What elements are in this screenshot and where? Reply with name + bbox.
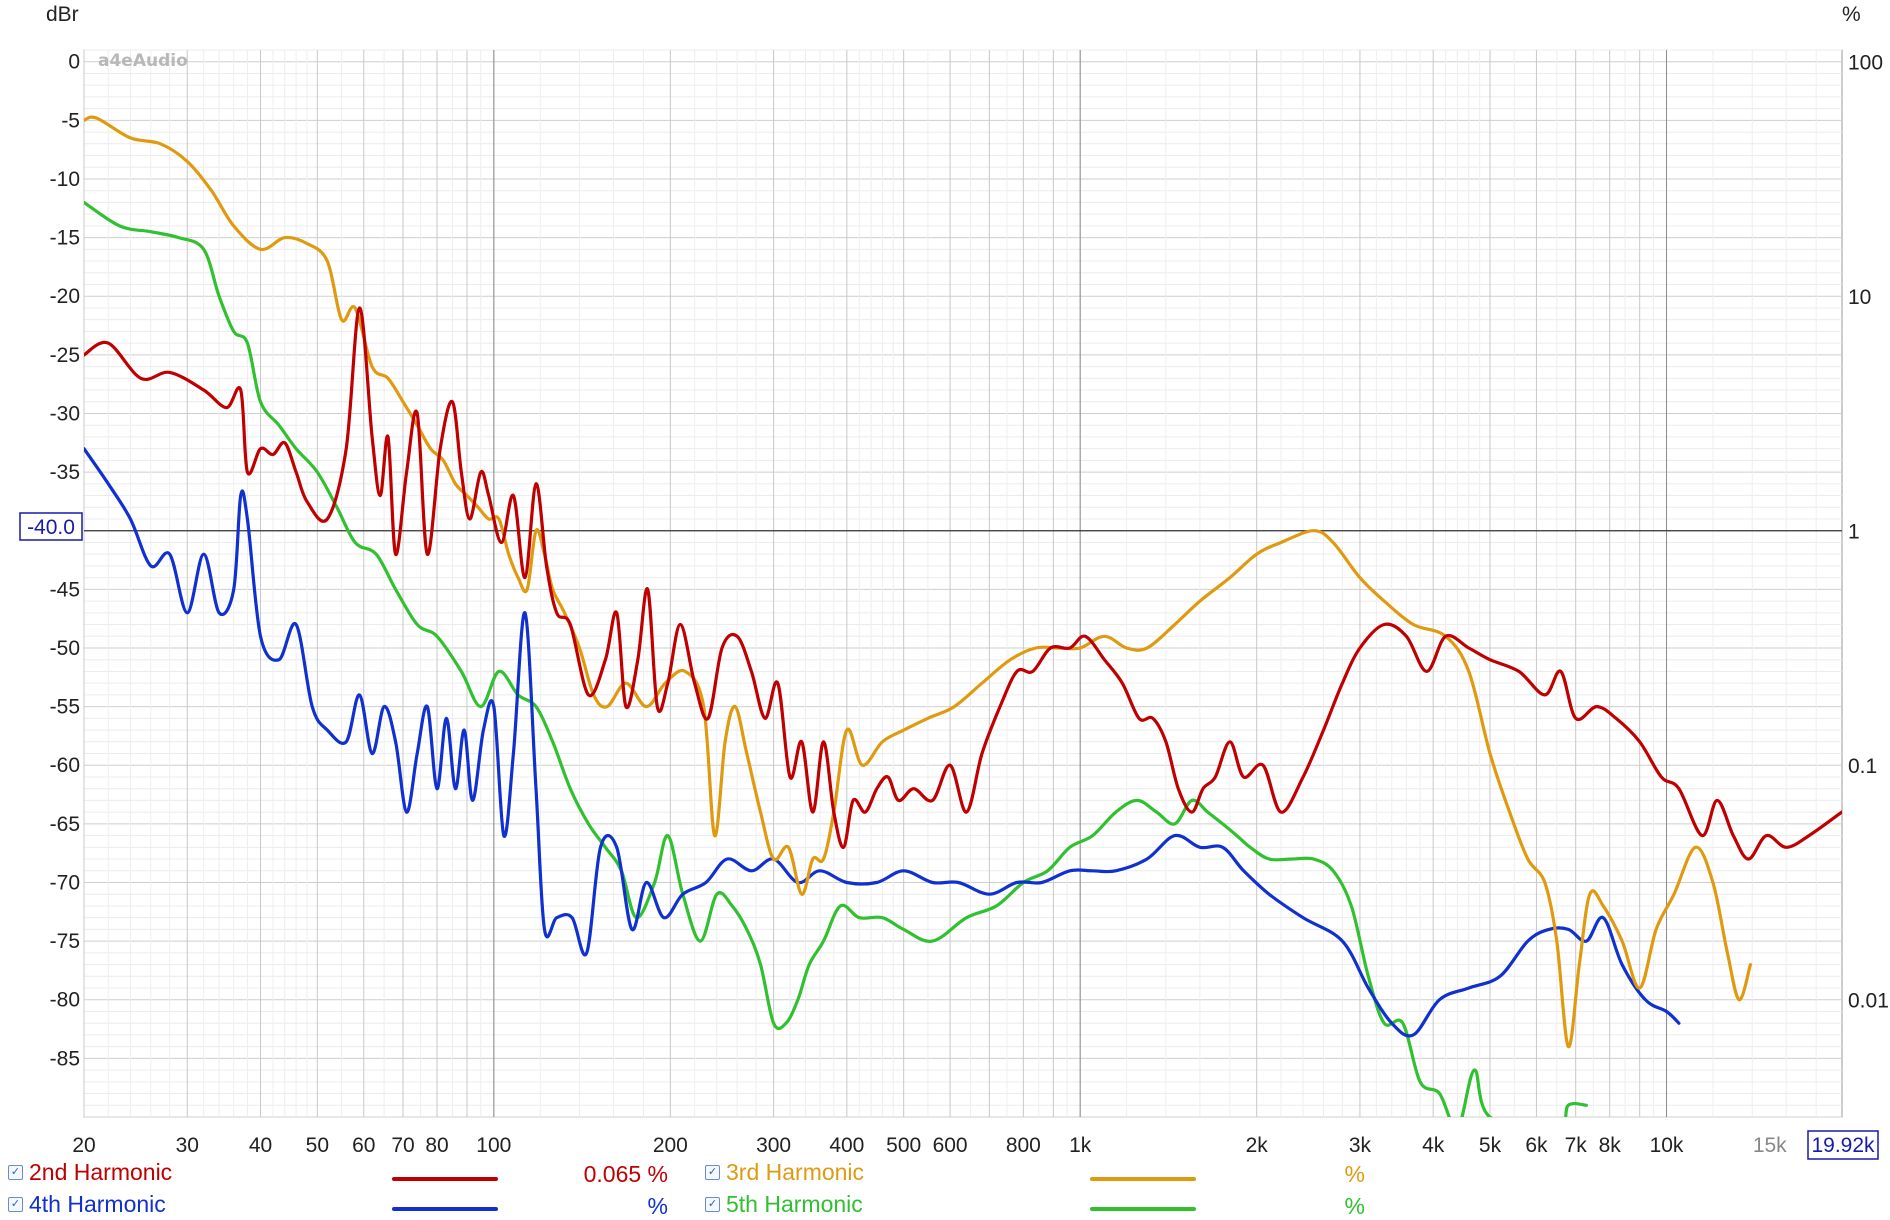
y-tick-label: -45 — [50, 578, 80, 601]
x-tick-label: 1k — [1069, 1134, 1092, 1157]
y-tick-label: -80 — [50, 989, 80, 1012]
legend-value-3rd-harmonic: % — [1344, 1161, 1365, 1187]
legend-value-5th-harmonic: % — [1344, 1193, 1365, 1219]
y2-tick-label: 10 — [1848, 286, 1871, 309]
x-tick-label: 200 — [653, 1134, 688, 1157]
svg-text:19.92k: 19.92k — [1811, 1134, 1875, 1157]
y-tick-label: -55 — [50, 696, 80, 719]
x-tick-label: 5k — [1479, 1134, 1502, 1157]
legend: ✓ 2nd Harmonic 0.065 % ✓ 3rd Harmonic % … — [0, 1155, 1890, 1219]
legend-label: 2nd Harmonic — [29, 1158, 173, 1185]
y-tick-label: -20 — [50, 285, 80, 308]
legend-item-5th-harmonic[interactable]: ✓ 5th Harmonic — [705, 1189, 863, 1219]
checkbox-checked-icon[interactable]: ✓ — [8, 1196, 23, 1212]
x-tick-label: 10k — [1650, 1134, 1684, 1157]
checkbox-checked-icon[interactable]: ✓ — [8, 1164, 23, 1180]
left-axis-title: dBr — [46, 3, 79, 26]
y-tick-label: -10 — [50, 168, 80, 191]
legend-value-4th-harmonic: % — [647, 1193, 668, 1219]
y2-tick-label: 0.1 — [1848, 755, 1877, 778]
series-line-3rd-harmonic — [84, 115, 1752, 1049]
legend-item-2nd-harmonic[interactable]: ✓ 2nd Harmonic — [8, 1157, 172, 1187]
legend-line-5th-harmonic — [1090, 1207, 1196, 1211]
y-tick-label: -15 — [50, 227, 80, 250]
plot-frame — [83, 49, 1843, 1118]
x-tick-label: 800 — [1006, 1134, 1041, 1157]
y-tick-label: -60 — [50, 754, 80, 777]
x-tick-label: 4k — [1422, 1134, 1445, 1157]
x-cursor-readout[interactable]: 19.92k — [1807, 1130, 1879, 1160]
plot-grid — [83, 49, 1843, 1118]
y2-tick-label: 0.01 — [1848, 990, 1889, 1013]
svg-text:-40.0: -40.0 — [27, 516, 75, 539]
legend-line-2nd-harmonic — [392, 1177, 498, 1181]
y-tick-label: -5 — [61, 109, 80, 132]
x-tick-label: 7k — [1565, 1134, 1588, 1157]
x-tick-label: 300 — [756, 1134, 791, 1157]
legend-item-3rd-harmonic[interactable]: ✓ 3rd Harmonic — [705, 1157, 864, 1187]
legend-label: 4th Harmonic — [29, 1190, 166, 1217]
x-tick-label: 600 — [933, 1134, 968, 1157]
series-line-4th-harmonic — [84, 447, 1681, 1038]
legend-value-2nd-harmonic: 0.065 % — [583, 1161, 668, 1187]
x-tick-label: 6k — [1525, 1134, 1548, 1157]
x-tick-label: 500 — [886, 1134, 921, 1157]
y-tick-label: -85 — [50, 1047, 80, 1070]
series-line-2nd-harmonic — [84, 306, 1842, 861]
legend-label: 3rd Harmonic — [726, 1158, 865, 1185]
y-tick-label: -25 — [50, 344, 80, 367]
axis-ticks: 0 -5 -10 -15 -20 -25 -30 -35 -45 -50 -55 -60 -65 -70 -… — [50, 51, 1889, 1157]
legend-line-3rd-harmonic — [1090, 1177, 1196, 1181]
x-tick-label: 8k — [1599, 1134, 1622, 1157]
y-tick-label: -65 — [50, 813, 80, 836]
x-tick-label: 400 — [829, 1134, 864, 1157]
y2-tick-label: 100 — [1848, 52, 1883, 75]
x-tick-label: 2k — [1246, 1134, 1269, 1157]
series-line-5th-harmonic — [84, 200, 1588, 1117]
x-tick-label: 30 — [176, 1134, 199, 1157]
right-axis-title: % — [1842, 3, 1861, 26]
y-tick-label: -30 — [50, 402, 80, 425]
legend-item-4th-harmonic[interactable]: ✓ 4th Harmonic — [8, 1189, 166, 1219]
watermark-logo: a4eAudio — [98, 51, 188, 71]
y-tick-label: -50 — [50, 637, 80, 660]
y2-tick-label: 1 — [1848, 521, 1860, 544]
x-tick-label: 100 — [476, 1134, 511, 1157]
y-tick-label: -35 — [50, 461, 80, 484]
x-tick-label: 20 — [72, 1134, 95, 1157]
checkbox-checked-icon[interactable]: ✓ — [705, 1164, 720, 1180]
y-tick-label: -70 — [50, 871, 80, 894]
x-tick-label: 50 — [306, 1134, 329, 1157]
x-tick-label: 80 — [425, 1134, 448, 1157]
x-tick-label: 60 — [352, 1134, 375, 1157]
x-tick-label: 15k — [1753, 1134, 1787, 1157]
y-tick-label: 0 — [68, 51, 80, 74]
x-tick-label: 3k — [1349, 1134, 1372, 1157]
legend-label: 5th Harmonic — [726, 1190, 863, 1217]
plot-series-layer — [84, 115, 1842, 1117]
y-cursor-readout[interactable]: -40.0 — [19, 512, 83, 541]
checkbox-checked-icon[interactable]: ✓ — [705, 1196, 720, 1212]
x-tick-label: 70 — [391, 1134, 414, 1157]
legend-line-4th-harmonic — [392, 1207, 498, 1211]
y-tick-label: -75 — [50, 930, 80, 953]
x-tick-label: 40 — [249, 1134, 272, 1157]
